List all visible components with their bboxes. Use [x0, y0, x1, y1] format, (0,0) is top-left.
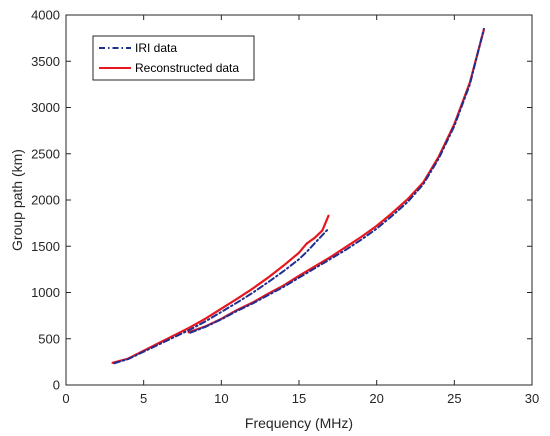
- y-tick-label: 4000: [31, 8, 60, 23]
- y-tick-label: 1500: [31, 239, 60, 254]
- y-tick-label: 3000: [31, 100, 60, 115]
- y-tick-label: 2500: [31, 146, 60, 161]
- legend: IRI data Reconstructed data: [92, 35, 255, 81]
- x-tick-label: 5: [140, 391, 147, 406]
- axis-ticks-group: 0 5 10 15 20 25 30 0 500 1000 1500 2000 2500 3000 3500…: [31, 8, 539, 407]
- y-tick-label: 3500: [31, 54, 60, 69]
- y-tick-label: 2000: [31, 193, 60, 208]
- y-tick-label: 0: [53, 378, 60, 393]
- series-1-segment-0-line: [111, 214, 330, 364]
- y-tick-label: 500: [38, 331, 60, 346]
- y-axis-label: Group path (km): [9, 149, 25, 251]
- x-tick-label: 0: [62, 391, 69, 406]
- series-0-segment-0-line: [113, 227, 330, 365]
- x-axis-label: Frequency (MHz): [245, 415, 353, 431]
- series-0-segment-1-line: [189, 27, 485, 334]
- legend-label-reconstructed: Reconstructed data: [135, 61, 239, 75]
- x-tick-label: 15: [292, 391, 306, 406]
- y-tick-label: 1000: [31, 285, 60, 300]
- x-tick-label: 25: [447, 391, 461, 406]
- legend-label-iri: IRI data: [135, 41, 177, 55]
- x-tick-label: 10: [214, 391, 228, 406]
- x-tick-label: 20: [369, 391, 383, 406]
- data-series-group: [111, 27, 485, 365]
- x-tick-label: 30: [525, 391, 539, 406]
- legend-box: [92, 35, 255, 81]
